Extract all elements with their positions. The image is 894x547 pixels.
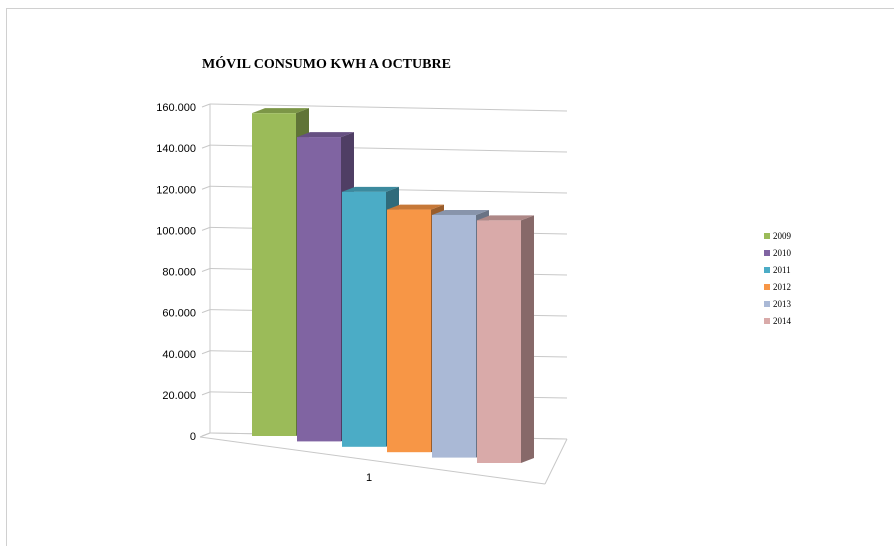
bars <box>252 108 534 463</box>
bar-front-face <box>342 191 386 447</box>
side-gridline <box>201 432 211 437</box>
legend-swatch-2009 <box>764 233 770 239</box>
x-tick-label: 1 <box>366 472 372 484</box>
legend-label: 2009 <box>773 231 792 241</box>
y-tick-label: 100.000 <box>156 225 196 237</box>
side-gridline <box>201 309 211 314</box>
bar-top-face <box>477 215 534 221</box>
bar-front-face <box>297 137 341 442</box>
y-tick-label: 160.000 <box>156 102 196 114</box>
floor-front-edge <box>199 436 546 485</box>
y-tick-label: 60.000 <box>162 308 196 320</box>
bar-side-face <box>521 215 534 463</box>
bar-front-face <box>387 209 431 453</box>
y-tick-label: 80.000 <box>162 267 196 279</box>
bar-front-face <box>252 113 296 436</box>
y-axis: 0 20.000 40.000 60.000 80.000 100.000 120.000 1… <box>156 102 196 443</box>
legend-swatch-2013 <box>764 301 770 307</box>
chart-area: MÓVIL CONSUMO KWH A OCTUBRE 0 20.000 40.00… <box>6 8 894 546</box>
legend-label: 2014 <box>773 316 792 326</box>
legend-swatch-2011 <box>764 267 770 273</box>
side-gridline <box>201 268 211 272</box>
bar-2012 <box>387 204 444 453</box>
bar-front-face <box>432 214 476 458</box>
gridline <box>209 103 568 112</box>
legend-label: 2013 <box>773 299 792 309</box>
y-tick-label: 40.000 <box>162 349 196 361</box>
legend-swatch-2010 <box>764 250 770 256</box>
bar-top-face <box>342 186 399 192</box>
x-axis: 1 <box>366 472 372 484</box>
chart-canvas: MÓVIL CONSUMO KWH A OCTUBRE 0 20.000 40.00… <box>156 55 792 485</box>
bar-2014 <box>477 215 534 463</box>
side-gridline <box>201 391 211 396</box>
side-gridline <box>201 103 211 108</box>
legend: 2009 2010 2011 2012 2013 2014 <box>764 231 792 326</box>
y-tick-label: 0 <box>190 431 196 443</box>
floor-right-edge <box>544 438 568 485</box>
legend-label: 2011 <box>773 265 791 275</box>
y-tick-label: 120.000 <box>156 184 196 196</box>
bar-top-face <box>252 108 309 114</box>
legend-label: 2012 <box>773 282 791 292</box>
y-tick-label: 20.000 <box>162 390 196 402</box>
legend-swatch-2012 <box>764 284 770 290</box>
legend-swatch-2014 <box>764 318 770 324</box>
bar-front-face <box>477 220 521 463</box>
legend-label: 2010 <box>773 248 792 258</box>
bar-top-face <box>387 204 444 210</box>
chart-title: MÓVIL CONSUMO KWH A OCTUBRE <box>202 55 451 72</box>
side-gridline <box>201 226 211 231</box>
y-tick-label: 140.000 <box>156 143 196 155</box>
side-gridline <box>201 350 211 355</box>
side-gridline <box>201 144 211 149</box>
bar-top-face <box>432 209 489 215</box>
bar-top-face <box>297 132 354 138</box>
side-gridline <box>201 185 211 190</box>
